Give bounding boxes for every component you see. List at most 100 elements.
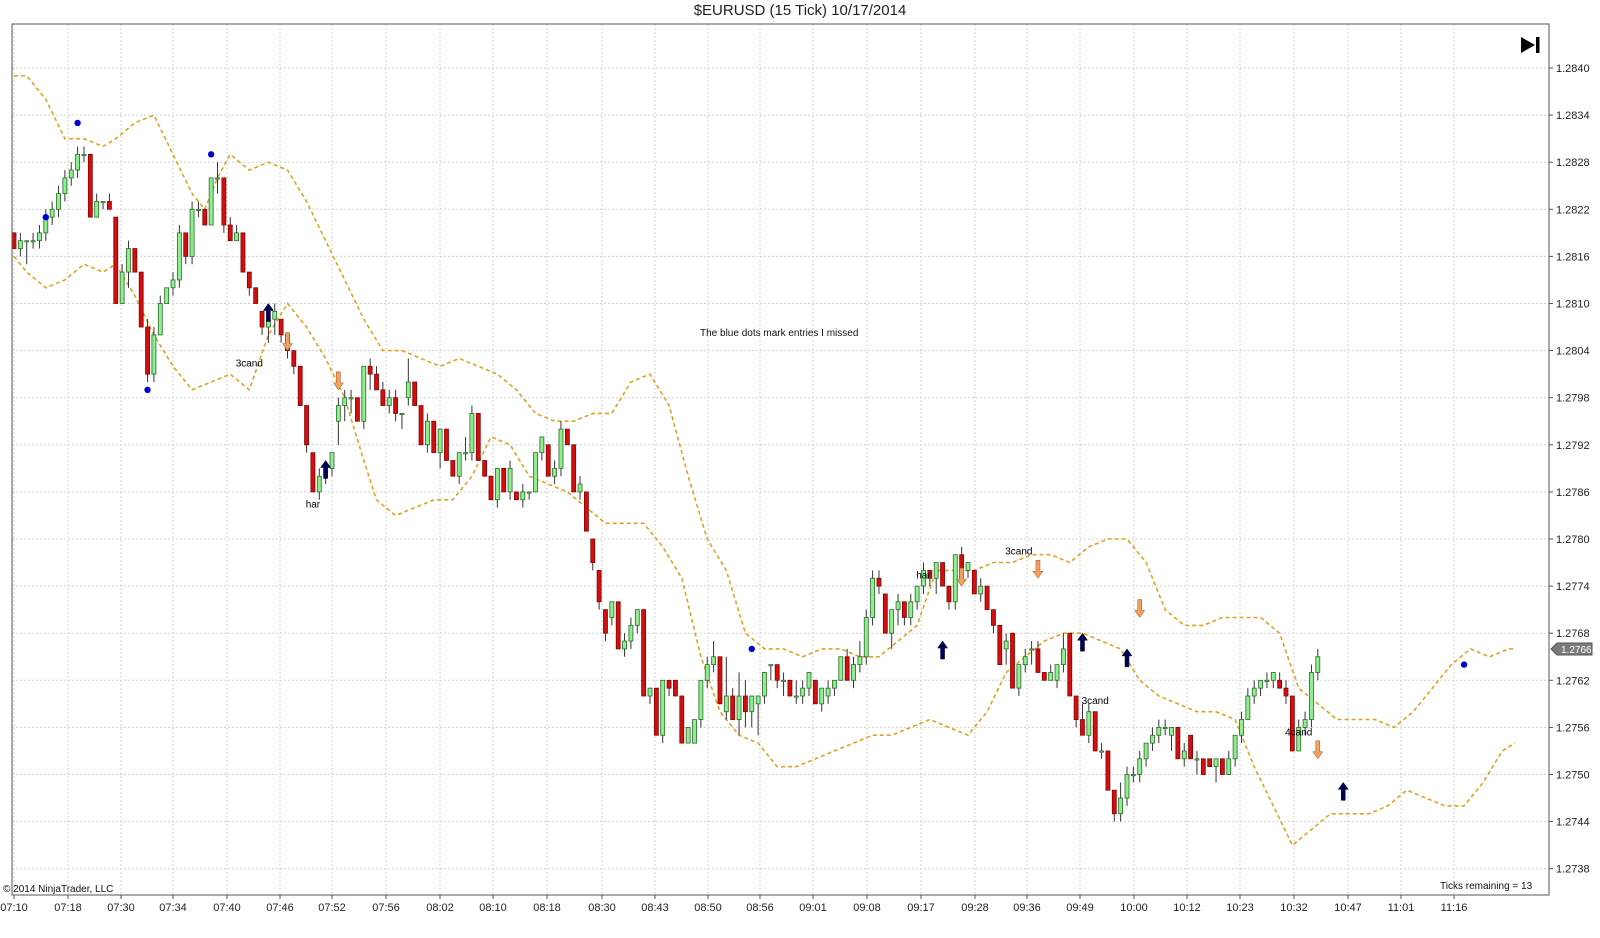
y-tick-label: 1.2840 — [1556, 63, 1590, 75]
up-candle-body — [342, 397, 348, 406]
candle — [730, 688, 736, 720]
up-candle-body — [736, 695, 742, 720]
down-candle-body — [475, 412, 481, 461]
skip-to-end-icon[interactable] — [1521, 37, 1540, 53]
copyright-text: © 2014 NinjaTrader, LLC — [3, 884, 113, 895]
x-tick-label: 09:17 — [907, 902, 935, 914]
candle — [793, 680, 799, 704]
candle — [405, 358, 411, 406]
candle — [863, 609, 869, 665]
candle — [202, 208, 208, 226]
candle — [431, 420, 437, 454]
up-candle-body — [157, 303, 163, 336]
down-candle-body — [145, 326, 150, 375]
down-candle-body — [584, 491, 589, 532]
down-candle-body — [418, 405, 424, 446]
candle — [208, 177, 214, 226]
candle — [1175, 727, 1181, 760]
candle — [520, 484, 526, 508]
missed-entry-dot — [1460, 661, 1468, 668]
up-candle-body — [37, 232, 42, 242]
up-candle-body — [361, 365, 367, 422]
candle — [30, 232, 36, 249]
candle — [634, 609, 640, 634]
down-candle-body — [812, 679, 818, 705]
down-candle-body — [87, 153, 93, 218]
candle — [393, 389, 399, 422]
y-tick-label: 1.2762 — [1556, 675, 1590, 687]
up-candle-body — [316, 475, 322, 493]
down-candle-body — [367, 365, 373, 375]
sell-arrow-icon — [1032, 560, 1044, 579]
y-tick-label: 1.2780 — [1556, 534, 1590, 546]
y-tick-label: 1.2768 — [1556, 628, 1590, 640]
down-candle-body — [590, 538, 596, 563]
x-axis: 07:10 07:18 07:30 07:34 07:40 07:46 07:52 07:56… — [0, 895, 1467, 914]
sell-arrow-icon — [1134, 599, 1146, 618]
up-candle-body — [1048, 672, 1054, 681]
missed-entry-dot — [144, 386, 151, 394]
up-candle-body — [698, 679, 704, 720]
candle — [1130, 766, 1136, 783]
candle — [1251, 680, 1257, 704]
candle — [246, 271, 252, 296]
candle — [889, 609, 895, 649]
candle — [259, 310, 265, 335]
candle — [628, 617, 634, 649]
up-candle-body — [933, 562, 939, 579]
x-tick-label: 07:52 — [318, 902, 346, 914]
x-tick-label: 07:10 — [0, 902, 28, 914]
pattern-label: 4cand — [1285, 727, 1312, 738]
y-tick-label: 1.2786 — [1556, 487, 1590, 499]
down-candle-body — [450, 460, 456, 477]
candle — [126, 240, 131, 288]
candle — [1067, 632, 1073, 697]
up-candle-body — [1029, 648, 1034, 651]
candle — [870, 570, 875, 626]
up-candle-body — [1194, 758, 1200, 761]
down-candle-body — [514, 491, 519, 501]
up-candle-body — [1245, 695, 1251, 720]
down-candle-body — [1080, 719, 1085, 736]
candle — [386, 389, 392, 414]
candle — [552, 460, 557, 485]
up-candle-body — [832, 679, 837, 689]
up-candle-body — [851, 664, 856, 681]
candle — [698, 679, 704, 728]
candle — [1029, 641, 1034, 665]
candle — [984, 585, 990, 611]
up-candle-body — [1022, 656, 1028, 665]
up-candle-body — [889, 609, 895, 634]
candle — [1213, 758, 1219, 783]
ticks-remaining-text: Ticks remaining = 13 — [1440, 881, 1533, 892]
up-candle-body — [1264, 679, 1270, 682]
down-candle-body — [991, 609, 996, 626]
candle — [170, 272, 176, 296]
up-candle-body — [622, 640, 627, 650]
up-candle-body — [520, 491, 526, 501]
missed-entry-dot — [74, 119, 81, 127]
candle — [1188, 734, 1193, 760]
up-candle-body — [800, 687, 806, 697]
y-tick-label: 1.2804 — [1556, 346, 1590, 358]
down-candle-body — [717, 656, 723, 705]
up-candle-body — [793, 695, 799, 698]
candle — [240, 232, 246, 273]
bollinger-bands — [13, 75, 1516, 847]
candle — [895, 593, 901, 626]
down-candle-body — [488, 475, 494, 501]
candle — [1003, 633, 1009, 665]
x-tick-label: 07:34 — [159, 902, 187, 914]
missed-entry-dot — [42, 213, 49, 221]
candle — [1239, 711, 1244, 744]
pattern-label: har — [916, 570, 931, 581]
candle — [1270, 672, 1276, 689]
candle — [1207, 758, 1213, 768]
candle — [755, 695, 761, 736]
candle — [882, 593, 888, 634]
buy-arrow-icon — [320, 460, 332, 479]
candle — [196, 201, 201, 218]
up-candle-body — [819, 687, 825, 705]
candle — [806, 672, 812, 696]
